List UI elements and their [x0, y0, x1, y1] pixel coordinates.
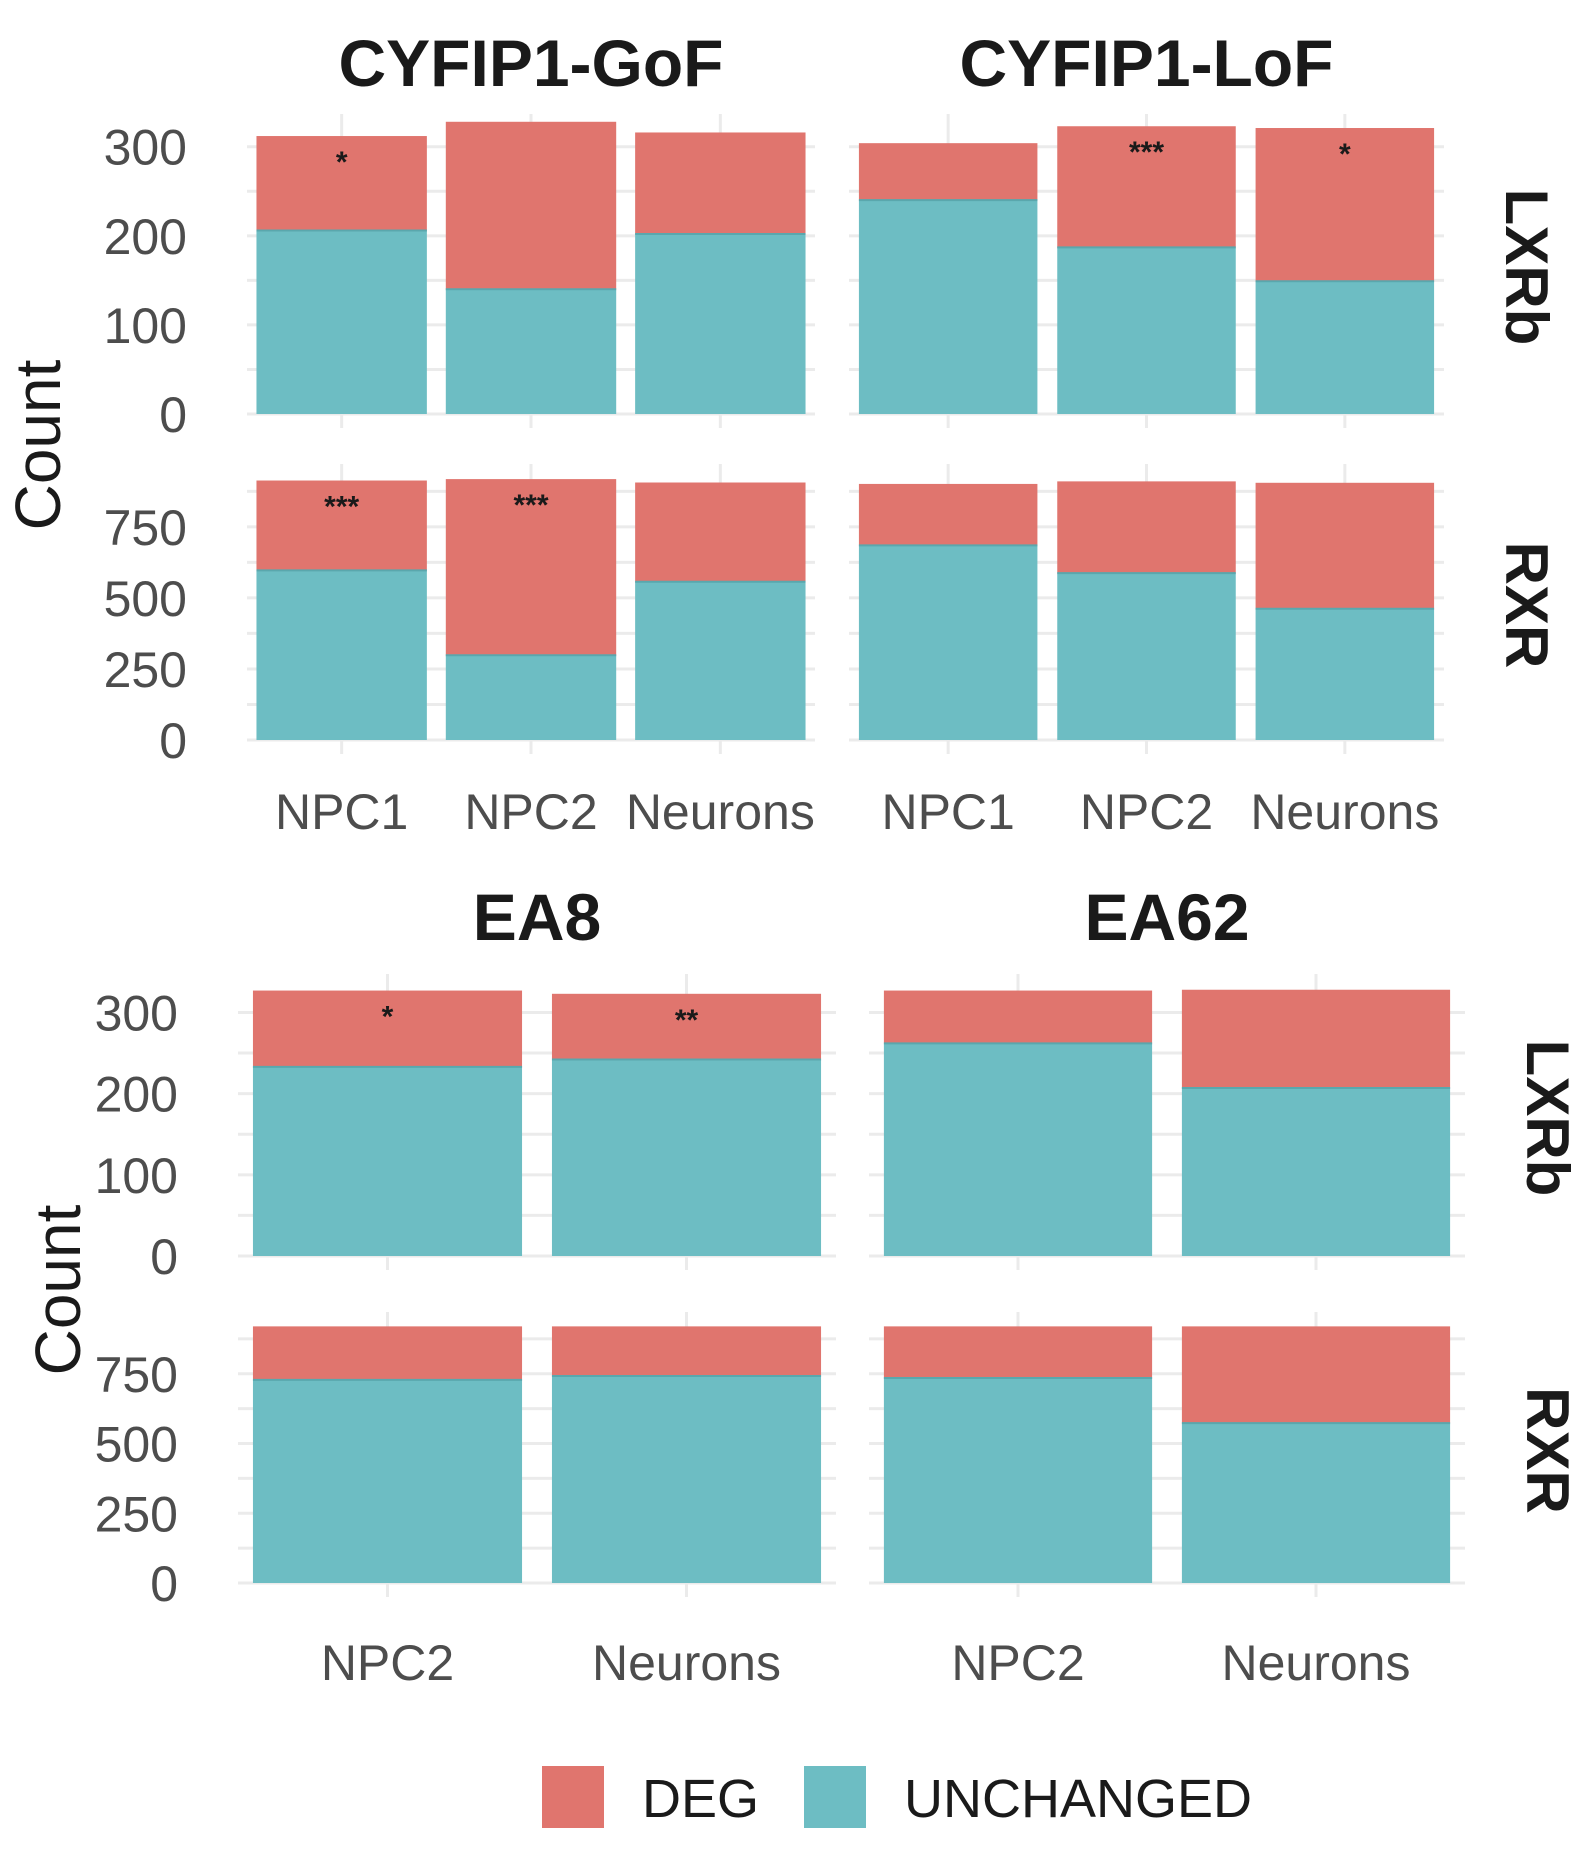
y-tick-label: 200 [95, 1067, 178, 1123]
bar-unchanged-2-2 [635, 581, 806, 740]
facet-title: EA62 [1084, 880, 1249, 954]
significance-label: * [336, 146, 348, 179]
bar-unchanged-1-1 [1057, 247, 1236, 414]
y-tick-label: 250 [104, 642, 187, 698]
bar-unchanged-6-1 [551, 1376, 822, 1583]
y-tick-label: 0 [150, 1556, 178, 1612]
x-tick-label: NPC2 [1080, 784, 1213, 840]
bar-deg-2-0 [256, 480, 427, 571]
y-tick-label: 750 [104, 500, 187, 556]
x-tick-label: Neurons [626, 784, 815, 840]
legend-swatch-deg [542, 1766, 604, 1828]
bar-deg-6-1 [551, 1326, 822, 1377]
y-tick-label: 0 [150, 1229, 178, 1285]
bar-deg-3-1 [1057, 481, 1236, 574]
y-tick-label: 500 [95, 1417, 178, 1473]
bar-unchanged-5-0 [883, 1043, 1153, 1256]
bar-deg-1-0 [858, 143, 1038, 201]
bar-deg-7-0 [883, 1326, 1153, 1378]
bar-deg-2-2 [635, 482, 806, 582]
bar-unchanged-3-2 [1255, 608, 1435, 740]
facet-title: CYFIP1-GoF [338, 26, 723, 100]
facet-title: EA8 [473, 880, 601, 954]
bar-unchanged-0-0 [256, 230, 427, 414]
y-tick-label: 0 [159, 713, 187, 769]
x-tick-label: Neurons [1250, 784, 1439, 840]
legend-label-unchanged: UNCHANGED [904, 1769, 1252, 1829]
y-tick-label: 750 [95, 1347, 178, 1403]
bar-unchanged-1-2 [1255, 281, 1435, 414]
row-strip-label: RXR [1514, 1387, 1572, 1514]
y-tick-label: 0 [159, 387, 187, 443]
y-tick-label: 250 [95, 1486, 178, 1542]
bar-deg-7-1 [1181, 1326, 1451, 1424]
y-tick-label: 200 [104, 209, 187, 265]
bar-deg-0-1 [445, 121, 617, 290]
bar-deg-3-0 [858, 483, 1038, 546]
bar-unchanged-5-1 [1181, 1087, 1451, 1256]
bar-unchanged-3-0 [858, 545, 1038, 740]
bar-deg-1-1 [1057, 126, 1236, 248]
significance-label: * [382, 1001, 394, 1034]
row-strip-label: RXR [1493, 542, 1560, 669]
bar-deg-0-2 [635, 132, 806, 235]
bar-unchanged-4-1 [551, 1059, 822, 1256]
bar-unchanged-7-1 [1181, 1423, 1451, 1583]
bar-unchanged-7-0 [883, 1377, 1153, 1583]
x-tick-label: NPC2 [464, 784, 597, 840]
bar-deg-4-1 [551, 993, 822, 1060]
bar-deg-2-1 [445, 479, 617, 656]
bar-deg-5-1 [1181, 989, 1451, 1088]
legend-swatch-unchanged [804, 1766, 866, 1828]
y-tick-label: 500 [104, 571, 187, 627]
x-tick-label: NPC2 [321, 1635, 454, 1691]
y-tick-label: 300 [95, 985, 178, 1041]
y-axis-title: Count [2, 359, 74, 530]
significance-label: *** [1129, 136, 1164, 169]
bar-unchanged-3-1 [1057, 573, 1236, 740]
bar-deg-4-0 [252, 990, 523, 1067]
bar-unchanged-0-1 [445, 289, 617, 414]
bar-unchanged-2-0 [256, 570, 427, 740]
bar-deg-0-0 [256, 136, 427, 231]
facet-title: CYFIP1-LoF [960, 26, 1334, 100]
legend-label-deg: DEG [642, 1769, 759, 1829]
row-strip-label: LXRb [1493, 189, 1560, 346]
bar-unchanged-6-0 [252, 1379, 523, 1583]
x-tick-label: NPC1 [275, 784, 408, 840]
y-tick-label: 100 [95, 1148, 178, 1204]
x-tick-label: NPC2 [951, 1635, 1084, 1691]
x-tick-label: NPC1 [881, 784, 1014, 840]
significance-label: ** [675, 1004, 699, 1037]
bar-unchanged-0-2 [635, 234, 806, 414]
significance-label: * [1339, 138, 1351, 171]
bar-unchanged-4-0 [252, 1066, 523, 1256]
bar-deg-1-2 [1255, 128, 1435, 282]
y-axis-title: Count [22, 1204, 94, 1375]
significance-label: *** [513, 489, 548, 522]
y-tick-label: 100 [104, 298, 187, 354]
x-tick-label: Neurons [592, 1635, 781, 1691]
bar-deg-5-0 [883, 990, 1153, 1044]
significance-label: *** [324, 491, 359, 524]
bar-unchanged-2-1 [445, 655, 617, 740]
bar-deg-3-2 [1255, 482, 1435, 609]
y-tick-label: 300 [104, 120, 187, 176]
row-strip-label: LXRb [1514, 1040, 1572, 1197]
bar-unchanged-1-0 [858, 200, 1038, 414]
bar-deg-6-0 [252, 1326, 523, 1380]
x-tick-label: Neurons [1222, 1635, 1411, 1691]
